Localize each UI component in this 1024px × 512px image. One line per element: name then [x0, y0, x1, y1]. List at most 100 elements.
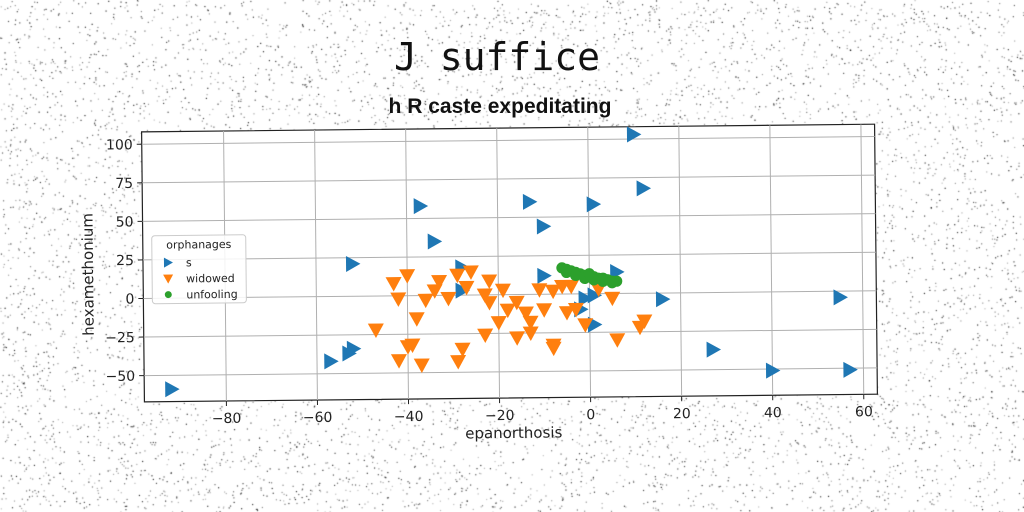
point-s [537, 267, 552, 284]
point-s [536, 218, 552, 235]
legend-marker-unfooling [164, 291, 172, 299]
point-widowed [476, 288, 493, 303]
legend-marker-s [163, 257, 173, 268]
point-s [578, 290, 593, 307]
y-tick-label: 25 [116, 253, 134, 269]
grid-line-y [141, 136, 875, 145]
grid-line-y [142, 213, 876, 222]
point-widowed [567, 302, 584, 318]
point-s [455, 282, 470, 299]
point-widowed [563, 279, 580, 295]
y-tick-label: 0 [125, 292, 134, 308]
legend-label-widowed: widowed [186, 272, 235, 286]
point-s [706, 341, 722, 358]
plot-area: −80 −60 −40 −20 0 20 40 60 −50 −25 0 25 50 75 100 orph… [78, 123, 878, 442]
x-axis-label: epanorthosis [465, 423, 563, 442]
point-unfooling [606, 277, 618, 289]
point-s [587, 287, 603, 304]
point-widowed [367, 323, 384, 338]
point-widowed [609, 333, 626, 348]
point-widowed [462, 265, 479, 280]
point-widowed [531, 283, 548, 298]
point-widowed [481, 274, 498, 289]
point-s [586, 196, 602, 213]
grid-line-y [144, 367, 878, 377]
point-widowed [399, 269, 416, 284]
point-s [413, 198, 429, 215]
point-widowed [490, 316, 507, 331]
y-tick-label: 75 [115, 176, 133, 192]
axes-frame [141, 123, 878, 403]
point-s [324, 353, 339, 370]
point-s [165, 381, 180, 398]
point-s [843, 361, 858, 378]
grid-line-x [496, 128, 501, 399]
grid-line-y [143, 290, 877, 299]
point-widowed [477, 328, 494, 344]
point-widowed [494, 283, 511, 299]
x-tick-label: −40 [394, 409, 424, 425]
x-tick-label: −60 [303, 410, 333, 426]
x-tick-label: 40 [764, 405, 782, 421]
grid-line-y [142, 251, 876, 261]
x-tick-label: 20 [673, 406, 691, 422]
legend-title: orphanages [166, 238, 232, 252]
point-s [345, 255, 361, 272]
point-widowed [449, 268, 466, 284]
point-s [346, 340, 362, 357]
figure-suptitle: J suffice [394, 35, 600, 79]
point-widowed [454, 342, 471, 358]
grid-line-y [142, 174, 876, 184]
grid-line-x [769, 125, 774, 396]
point-widowed [577, 318, 594, 333]
x-tick-label: −80 [212, 411, 242, 427]
point-widowed [385, 277, 402, 292]
axis-ticks: −80 −60 −40 −20 0 20 40 60 −50 −25 0 25 50 75 100 [105, 137, 873, 427]
y-tick-label: −50 [106, 369, 136, 385]
point-widowed [517, 306, 534, 321]
legend: orphanages s widowed unfooling [151, 234, 247, 305]
point-widowed [440, 291, 457, 307]
point-s [765, 362, 781, 379]
y-tick-label: −25 [105, 330, 135, 346]
grid-line-x [860, 124, 865, 395]
point-s [833, 289, 848, 306]
x-tick-label: 60 [855, 404, 873, 420]
legend-label-s: s [186, 256, 192, 269]
point-widowed [536, 303, 553, 318]
point-s [655, 291, 671, 308]
point-s [522, 193, 538, 210]
y-tick-label: 100 [106, 137, 133, 153]
point-widowed [408, 312, 425, 327]
point-widowed [522, 326, 539, 341]
point-widowed [413, 358, 430, 373]
point-widowed [508, 295, 525, 311]
x-tick-label: 0 [586, 407, 595, 423]
point-unfooling [597, 275, 609, 287]
point-s [626, 126, 642, 143]
point-widowed [558, 306, 575, 321]
point-widowed [499, 303, 516, 319]
point-widowed [522, 315, 539, 331]
point-widowed [390, 354, 407, 369]
point-widowed [404, 338, 421, 354]
point-widowed [631, 320, 648, 336]
point-widowed [458, 280, 475, 296]
legend-marker-widowed [163, 274, 174, 284]
y-tick-label: 50 [116, 214, 134, 230]
point-widowed [417, 293, 434, 309]
scatter-marks [165, 126, 858, 398]
point-s [427, 233, 443, 250]
grid-line-x [678, 126, 683, 397]
chart-title: h R caste expeditating [389, 95, 612, 118]
point-s [636, 180, 652, 197]
point-widowed [604, 291, 621, 307]
grid-line-x [587, 127, 592, 398]
point-unfooling [560, 266, 573, 279]
point-widowed [545, 341, 562, 357]
legend-box [151, 234, 247, 305]
point-widowed [544, 284, 561, 300]
y-axis-label: hexamethonium [78, 213, 97, 336]
grid-line-x [314, 130, 318, 401]
